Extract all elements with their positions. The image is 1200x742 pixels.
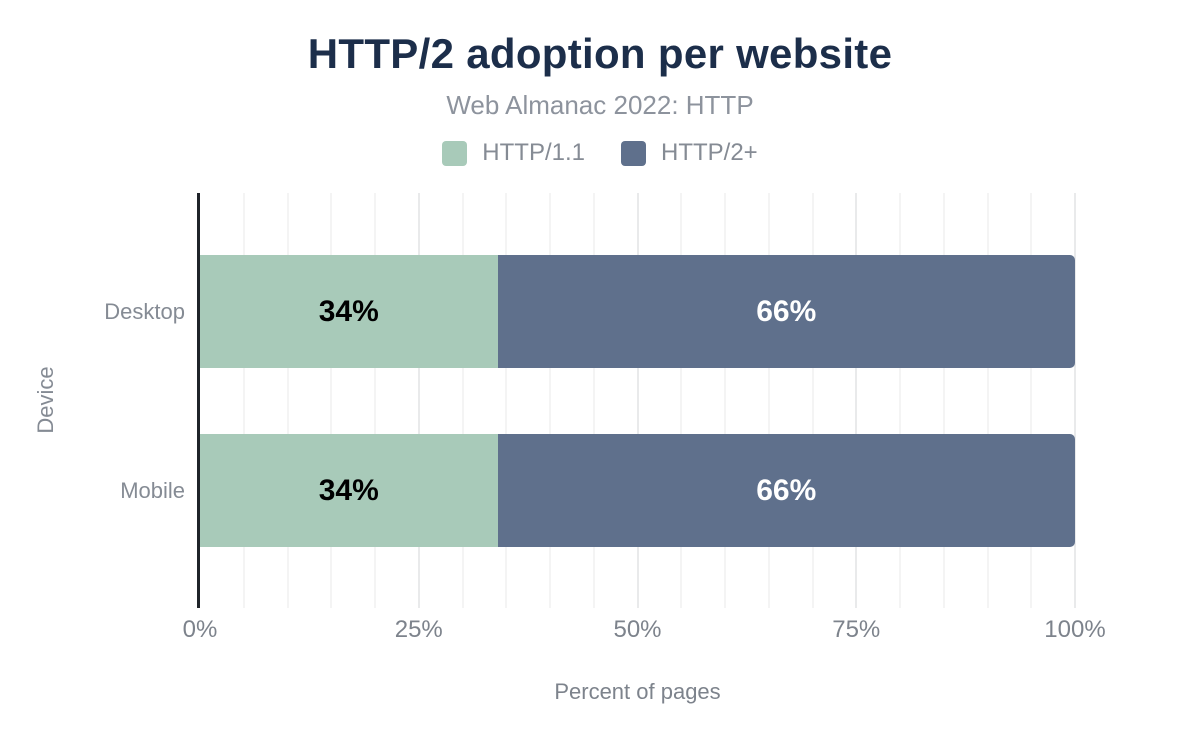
gridline	[549, 193, 551, 608]
bar-segment-desktop-http-2[interactable]: 66%	[497, 255, 1075, 368]
bar-value-label: 34%	[318, 473, 379, 507]
x-axis-title: Percent of pages	[554, 679, 721, 704]
bar-value-label: 66%	[756, 473, 817, 507]
gridline	[811, 193, 814, 608]
gridline	[942, 193, 945, 608]
gridline	[461, 193, 464, 608]
gridline	[330, 193, 333, 608]
gridline	[1074, 193, 1076, 608]
plot-area: 34% 66% 34% 66%	[197, 193, 1076, 608]
legend-label: HTTP/2+	[661, 139, 758, 166]
http-2-legend-swatch	[621, 140, 646, 166]
legend-label: HTTP/1.1	[482, 139, 585, 166]
gridline	[855, 193, 858, 608]
gridline	[242, 193, 245, 608]
gridline	[286, 193, 289, 608]
y-axis-label-desktop: Desktop	[104, 298, 185, 324]
x-tick-50: 50%	[613, 616, 662, 643]
bar-segment-mobile-http-1-1[interactable]: 34%	[200, 434, 498, 547]
bar-value-label: 34%	[318, 294, 379, 328]
chart-title: HTTP/2 adoption per website	[307, 30, 893, 77]
legend: HTTP/1.1 HTTP/2+	[0, 139, 1200, 167]
gridline	[505, 193, 508, 608]
x-tick-100: 100%	[1044, 616, 1106, 643]
x-tick-25: 25%	[394, 616, 443, 643]
x-tick-75: 75%	[832, 616, 881, 643]
bar-row-desktop: 34% 66%	[200, 255, 1075, 368]
gridline	[680, 193, 683, 608]
chart-subtitle: Web Almanac 2022: HTTP	[446, 90, 754, 120]
gridline	[986, 193, 989, 608]
gridline	[899, 193, 901, 608]
x-axis-ticks: 0% 25% 50% 75% 100%	[183, 616, 1106, 646]
legend-item-http-1-1: HTTP/1.1	[442, 139, 585, 167]
x-tick-0: 0%	[182, 616, 218, 643]
bar-segment-desktop-http-1-1[interactable]: 34%	[200, 255, 498, 368]
y-axis-line	[197, 193, 200, 608]
bar-value-label: 66%	[756, 294, 817, 328]
bar-segment-mobile-http-2[interactable]: 66%	[497, 434, 1075, 547]
y-axis-labels: Desktop Mobile	[0, 193, 185, 608]
gridline	[767, 193, 770, 608]
legend-item-http-2: HTTP/2+	[621, 139, 758, 167]
y-axis-label-mobile: Mobile	[120, 477, 185, 503]
gridline	[374, 193, 376, 608]
bar-row-mobile: 34% 66%	[200, 434, 1075, 547]
gridline	[417, 193, 420, 608]
http-1-1-legend-swatch	[442, 140, 468, 166]
gridline	[592, 193, 595, 608]
gridline	[1030, 193, 1033, 608]
gridline	[724, 193, 726, 608]
gridline	[636, 193, 639, 608]
